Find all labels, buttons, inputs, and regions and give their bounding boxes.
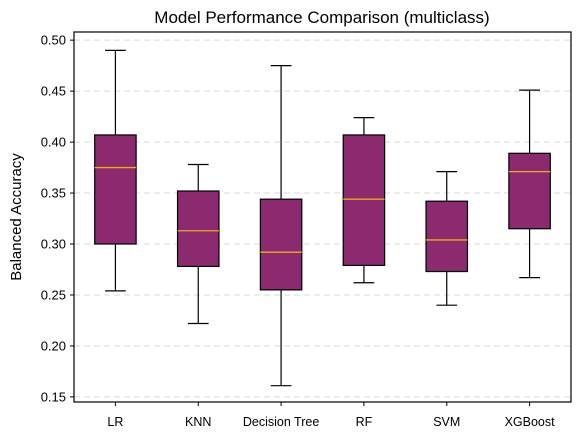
y-axis-label: Balanced Accuracy [8,153,25,281]
x-tick-label: XGBoost [505,415,556,429]
boxes [94,49,551,387]
x-tick-label: Decision Tree [243,415,319,429]
x-axis-ticks: LR KNN Decision Tree RF SVM XGBoost [107,402,555,429]
y-tick-label: 0.30 [41,237,66,252]
y-tick-label: 0.15 [41,389,66,404]
y-tick-label: 0.25 [41,287,66,302]
y-tick-label: 0.40 [41,135,66,150]
x-tick-label: LR [107,415,123,429]
box-group [259,65,303,387]
box [94,134,137,245]
x-tick-label: RF [356,415,373,429]
x-tick-label: KNN [185,415,211,429]
chart-title: Model Performance Comparison (multiclass… [154,8,489,27]
y-tick-label: 0.35 [41,186,66,201]
box [176,190,220,268]
box-group [342,117,386,284]
plot-frame [73,31,572,403]
grid-lines [74,39,571,398]
box-group [94,49,137,292]
box [425,200,469,273]
x-tick-label: SVM [433,415,460,429]
box-group [425,171,469,306]
box [259,198,303,291]
box [508,152,551,230]
y-tick-label: 0.45 [41,84,66,99]
y-axis-ticks: 0.15 0.20 0.25 0.30 0.35 0.40 0.45 0.50 [41,33,74,404]
box-group [508,89,551,279]
box-group [176,163,220,325]
y-tick-label: 0.50 [41,33,66,48]
y-tick-label: 0.20 [41,338,66,353]
box [342,134,386,267]
